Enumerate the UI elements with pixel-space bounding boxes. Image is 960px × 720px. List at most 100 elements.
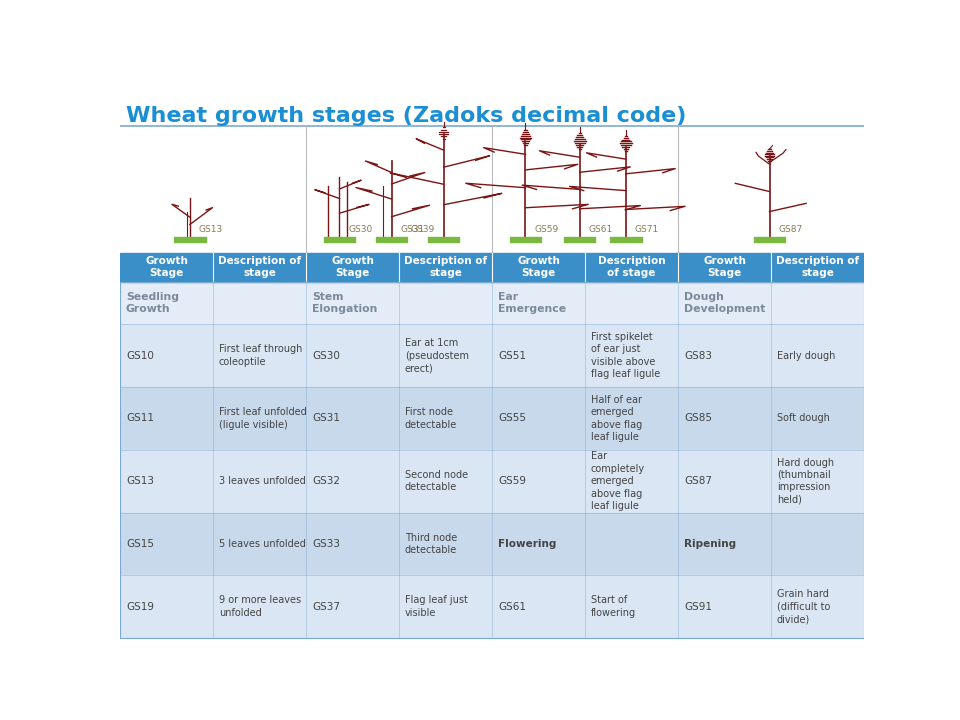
Bar (213, 324, 306, 387)
Text: Hard dough
(thumbnail
impression
held): Hard dough (thumbnail impression held) (777, 458, 834, 505)
Text: GS39: GS39 (411, 225, 435, 235)
Bar (585, 387, 678, 450)
Bar (771, 450, 864, 513)
Text: GS19: GS19 (126, 602, 154, 612)
Bar (492, 253, 585, 282)
Text: 9 or more leaves
unfolded: 9 or more leaves unfolded (219, 595, 301, 618)
Bar (399, 253, 492, 282)
Bar (678, 324, 771, 387)
Text: GS83: GS83 (684, 351, 712, 361)
Text: Stem
Elongation: Stem Elongation (312, 292, 377, 314)
Bar (324, 237, 355, 242)
Bar (771, 513, 864, 575)
Text: Second node
detectable: Second node detectable (405, 470, 468, 492)
Bar (510, 237, 541, 242)
Bar (213, 387, 306, 450)
Bar (492, 575, 585, 638)
Bar (585, 324, 678, 387)
Bar (492, 387, 585, 450)
Text: Ear
completely
emerged
above flag
leaf ligule: Ear completely emerged above flag leaf l… (591, 451, 645, 511)
Bar (306, 253, 399, 282)
Text: First leaf unfolded
(ligule visible): First leaf unfolded (ligule visible) (219, 408, 306, 430)
Bar (585, 575, 678, 638)
Bar (585, 450, 678, 513)
Text: Description of
stage: Description of stage (776, 256, 859, 279)
Text: Growth
Stage: Growth Stage (331, 256, 374, 279)
Bar (564, 237, 595, 242)
Text: GS37: GS37 (312, 602, 340, 612)
Bar (120, 253, 213, 282)
Text: GS55: GS55 (498, 413, 526, 423)
Text: GS61: GS61 (588, 225, 613, 235)
Text: Seedling
Growth: Seedling Growth (126, 292, 179, 314)
Text: Growth
Stage: Growth Stage (517, 256, 560, 279)
Bar (771, 253, 864, 282)
Bar (492, 513, 585, 575)
Text: Flowering: Flowering (498, 539, 557, 549)
Bar (678, 387, 771, 450)
Bar (399, 450, 492, 513)
Bar (306, 324, 399, 387)
Text: Description
of stage: Description of stage (598, 256, 665, 279)
Bar (399, 575, 492, 638)
Bar (306, 450, 399, 513)
Text: GS87: GS87 (684, 476, 712, 486)
Text: GS85: GS85 (684, 413, 712, 423)
Bar (120, 282, 213, 324)
Bar (120, 450, 213, 513)
Bar (771, 324, 864, 387)
Bar (120, 324, 213, 387)
Text: Growth
Stage: Growth Stage (145, 256, 188, 279)
Bar (175, 237, 205, 242)
Text: GS10: GS10 (126, 351, 154, 361)
Text: First spikelet
of ear just
visible above
flag leaf ligule: First spikelet of ear just visible above… (591, 332, 660, 379)
Bar (492, 450, 585, 513)
Bar (213, 253, 306, 282)
Text: GS33: GS33 (312, 539, 340, 549)
Bar (428, 237, 459, 242)
Bar (399, 324, 492, 387)
Bar (678, 513, 771, 575)
Bar (678, 450, 771, 513)
Bar (585, 253, 678, 282)
Bar (376, 237, 407, 242)
Text: GS71: GS71 (635, 225, 660, 235)
Bar (306, 575, 399, 638)
Bar (213, 575, 306, 638)
Text: GS87: GS87 (779, 225, 803, 235)
Bar (399, 513, 492, 575)
Text: Ear
Emergence: Ear Emergence (498, 292, 566, 314)
Text: GS11: GS11 (126, 413, 154, 423)
Bar (120, 282, 864, 638)
Text: GS59: GS59 (498, 476, 526, 486)
Text: Ear at 1cm
(pseudostem
erect): Ear at 1cm (pseudostem erect) (405, 338, 468, 373)
Bar (399, 387, 492, 450)
Bar (754, 237, 785, 242)
Bar (492, 282, 585, 324)
Bar (120, 387, 213, 450)
Text: Flag leaf just
visible: Flag leaf just visible (405, 595, 468, 618)
Bar (306, 513, 399, 575)
Bar (399, 282, 492, 324)
Text: GS51: GS51 (498, 351, 526, 361)
Bar (611, 237, 641, 242)
Text: Half of ear
emerged
above flag
leaf ligule: Half of ear emerged above flag leaf ligu… (591, 395, 642, 442)
Text: 3 leaves unfolded: 3 leaves unfolded (219, 476, 305, 486)
Text: First leaf through
coleoptile: First leaf through coleoptile (219, 344, 302, 367)
Text: GS13: GS13 (126, 476, 154, 486)
Bar (585, 513, 678, 575)
Text: GS31: GS31 (400, 225, 424, 235)
Bar (120, 575, 213, 638)
Text: GS31: GS31 (312, 413, 340, 423)
Bar (213, 450, 306, 513)
Bar (771, 282, 864, 324)
Text: GS59: GS59 (535, 225, 559, 235)
Bar (678, 253, 771, 282)
Bar (306, 282, 399, 324)
Text: Wheat growth stages (Zadoks decimal code): Wheat growth stages (Zadoks decimal code… (126, 106, 686, 126)
Text: Dough
Development: Dough Development (684, 292, 765, 314)
Bar (306, 387, 399, 450)
Bar (213, 282, 306, 324)
Text: Start of
flowering: Start of flowering (591, 595, 636, 618)
Text: Description of
stage: Description of stage (404, 256, 487, 279)
